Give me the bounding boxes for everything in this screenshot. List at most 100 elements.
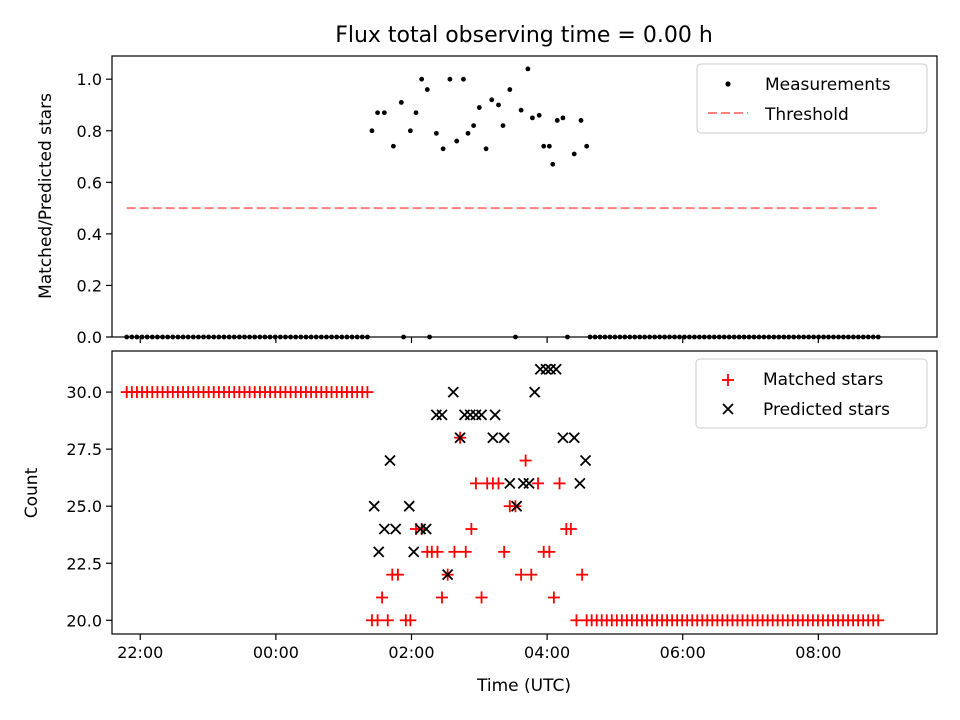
bottom-panel: Count 20.0 22.5 25.0 27.5 30.0 22:00 00:00 02:… [22, 350, 938, 662]
predicted-point [436, 409, 448, 421]
x-axis-label: Time (UTC) [476, 676, 571, 696]
bottom-y-ticks: 20.0 22.5 25.0 27.5 30.0 [66, 383, 112, 630]
bottom-axes-frame [111, 350, 938, 635]
chart-title: Flux total observing time = 0.00 h [335, 23, 713, 48]
measurement-point [454, 138, 460, 144]
matched-point [532, 477, 545, 490]
predicted-point [550, 363, 562, 375]
x-tick-label: 04:00 [524, 643, 570, 662]
matched-point [391, 568, 404, 581]
x-tick-label: 02:00 [388, 643, 434, 662]
matched-point [436, 591, 448, 604]
matched-point [543, 545, 556, 558]
measurement-point [518, 107, 524, 113]
measurement-point [546, 143, 552, 149]
predicted-point [574, 477, 586, 490]
predicted-point [384, 454, 396, 467]
matched-point [404, 614, 417, 627]
predicted-point [403, 500, 415, 512]
predicted-point [475, 409, 488, 421]
matched-point [381, 614, 394, 627]
y-tick-label: 25.0 [66, 497, 102, 516]
predicted-point [523, 477, 535, 490]
matched-point [361, 386, 374, 399]
matched-point [475, 591, 488, 604]
measurement-point [571, 151, 577, 157]
predicted-point [447, 386, 459, 398]
matched-point [371, 614, 384, 627]
legend-measurements-marker [725, 81, 731, 87]
measurement-point [483, 146, 489, 152]
bottom-legend-box [695, 358, 928, 429]
measurement-point [560, 115, 566, 121]
bottom-legend: Matched stars Predicted stars [695, 358, 928, 429]
y-tick-label: 22.5 [66, 554, 102, 573]
measurement-point [550, 161, 556, 167]
predicted-point [378, 523, 390, 535]
y-tick-label: 0.0 [77, 328, 102, 347]
predicted-point [487, 432, 499, 444]
x-tick-label: 00:00 [253, 643, 299, 662]
matched-point [459, 545, 472, 558]
x-tick-label: 08:00 [795, 643, 841, 662]
measurement-point [507, 87, 513, 92]
measurement-point [407, 128, 413, 134]
measurement-point [461, 76, 466, 82]
legend-threshold-label: Threshold [764, 105, 849, 125]
matched-point [547, 591, 560, 604]
matched-point [469, 477, 482, 490]
matched-point [465, 523, 478, 536]
predicted-point [368, 500, 380, 512]
predicted-point [420, 523, 432, 535]
measurement-point [398, 100, 404, 105]
measurement-point [447, 76, 453, 82]
x-tick-label: 22:00 [117, 643, 163, 662]
measurement-point [424, 87, 430, 92]
matched-point [570, 614, 583, 627]
y-tick-label: 1.0 [77, 70, 102, 89]
legend-measurements-label: Measurements [765, 75, 891, 95]
predicted-point [373, 546, 385, 558]
measurement-point [369, 128, 375, 134]
top-panel: Matched/Predicted stars 0.0 0.2 0.4 0.6 0.8 1… [36, 55, 938, 347]
predicted-point [504, 477, 516, 490]
matched-point [553, 477, 566, 490]
measurement-point [525, 66, 531, 72]
predicted-point [390, 523, 402, 535]
predicted-point [529, 386, 541, 398]
measurement-point [584, 143, 590, 149]
measurement-point [541, 143, 547, 149]
y-tick-label: 20.0 [66, 611, 102, 630]
measurement-point [419, 76, 425, 82]
predicted-point [557, 432, 569, 444]
predicted-point [579, 454, 592, 467]
matched-point [515, 568, 528, 581]
measurement-point [440, 146, 446, 152]
matched-point [492, 477, 505, 490]
y-tick-label: 30.0 [66, 383, 102, 402]
top-axes-frame [111, 55, 938, 338]
measurement-point [413, 110, 419, 116]
y-tick-label: 27.5 [66, 440, 102, 459]
predicted-point [510, 500, 523, 512]
measurement-point [500, 123, 506, 129]
predicted-point [408, 546, 420, 558]
predicted-point [454, 432, 466, 444]
measurement-point [471, 123, 477, 129]
y-tick-label: 0.6 [77, 173, 102, 192]
predicted-point [540, 363, 552, 375]
top-ylabel: Matched/Predicted stars [36, 93, 56, 299]
predicted-point [442, 569, 454, 581]
x-tick-label: 06:00 [660, 643, 706, 662]
bottom-ylabel: Count [22, 467, 42, 518]
matched-point [525, 568, 538, 581]
measurement-point [536, 112, 542, 118]
bottom-marks [120, 363, 885, 627]
predicted-point [498, 432, 510, 444]
matched-point [872, 614, 885, 627]
bottom-x-ticks: 22:00 00:00 02:00 04:00 06:00 08:00 [117, 634, 841, 662]
matched-point [564, 523, 577, 536]
top-y-ticks: 0.0 0.2 0.4 0.6 0.8 1.0 [77, 70, 112, 347]
measurement-point [465, 130, 471, 136]
